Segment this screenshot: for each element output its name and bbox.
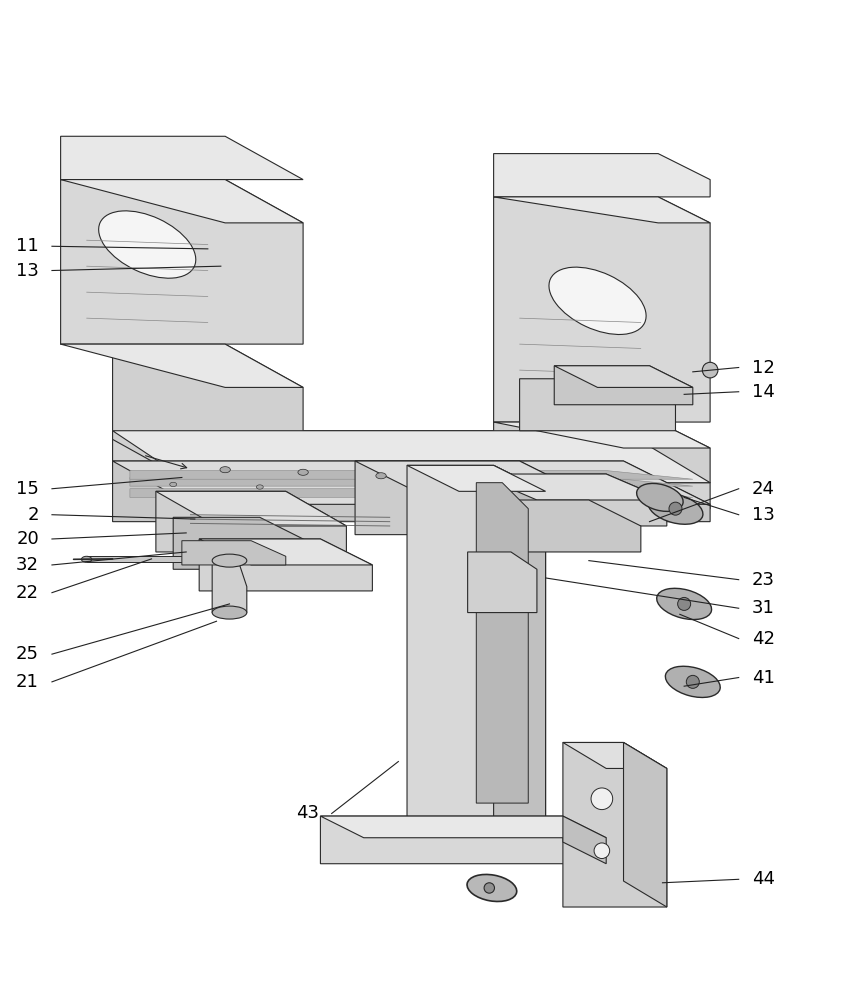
Polygon shape — [113, 431, 710, 483]
Polygon shape — [320, 816, 606, 864]
Polygon shape — [563, 816, 606, 864]
Ellipse shape — [445, 476, 456, 482]
Ellipse shape — [484, 883, 494, 893]
Polygon shape — [173, 517, 312, 569]
Ellipse shape — [99, 211, 196, 278]
Polygon shape — [476, 483, 528, 803]
Ellipse shape — [648, 493, 703, 524]
Ellipse shape — [594, 843, 610, 859]
Text: 11: 11 — [16, 237, 39, 255]
Polygon shape — [494, 500, 641, 552]
Text: 15: 15 — [16, 480, 39, 498]
Ellipse shape — [212, 554, 247, 567]
Ellipse shape — [170, 482, 177, 487]
Polygon shape — [61, 344, 303, 483]
Polygon shape — [494, 422, 710, 483]
Ellipse shape — [212, 606, 247, 619]
Polygon shape — [563, 742, 667, 768]
Text: 21: 21 — [16, 673, 39, 691]
Polygon shape — [554, 366, 693, 387]
Text: 43: 43 — [295, 804, 319, 822]
Polygon shape — [113, 431, 710, 509]
Polygon shape — [113, 461, 710, 522]
Polygon shape — [61, 180, 303, 344]
Polygon shape — [520, 379, 675, 431]
Polygon shape — [494, 465, 546, 846]
Text: 13: 13 — [752, 506, 774, 524]
Polygon shape — [494, 154, 710, 197]
Polygon shape — [563, 742, 667, 907]
Polygon shape — [199, 539, 372, 565]
Text: 24: 24 — [752, 480, 775, 498]
Ellipse shape — [467, 874, 517, 901]
Ellipse shape — [677, 597, 691, 610]
Ellipse shape — [220, 467, 230, 473]
Ellipse shape — [669, 502, 682, 515]
Text: 25: 25 — [16, 645, 39, 663]
Ellipse shape — [687, 675, 700, 688]
Polygon shape — [407, 465, 546, 491]
Text: 23: 23 — [752, 571, 775, 589]
Text: 20: 20 — [16, 530, 39, 548]
Ellipse shape — [637, 483, 683, 511]
Ellipse shape — [591, 788, 613, 810]
Text: 13: 13 — [16, 262, 39, 280]
Text: 31: 31 — [752, 599, 774, 617]
Polygon shape — [61, 344, 303, 387]
Polygon shape — [113, 461, 710, 504]
Text: 2: 2 — [28, 506, 39, 524]
Polygon shape — [61, 180, 303, 223]
Text: 32: 32 — [16, 556, 39, 574]
Polygon shape — [61, 136, 303, 180]
Polygon shape — [476, 474, 667, 526]
Polygon shape — [182, 541, 286, 565]
Ellipse shape — [702, 362, 718, 378]
Polygon shape — [199, 539, 372, 591]
Ellipse shape — [256, 485, 263, 489]
Text: 41: 41 — [752, 669, 774, 687]
Text: 42: 42 — [752, 630, 775, 648]
Polygon shape — [476, 474, 667, 500]
Polygon shape — [494, 197, 710, 422]
Polygon shape — [212, 561, 247, 613]
Text: 14: 14 — [752, 383, 774, 401]
Ellipse shape — [81, 556, 92, 562]
Polygon shape — [624, 742, 667, 907]
Ellipse shape — [549, 267, 646, 334]
Text: 12: 12 — [752, 359, 774, 377]
Polygon shape — [320, 816, 606, 838]
Polygon shape — [156, 491, 346, 526]
Polygon shape — [407, 465, 546, 846]
Polygon shape — [554, 366, 693, 405]
Polygon shape — [494, 197, 710, 223]
Ellipse shape — [656, 588, 712, 620]
Text: 22: 22 — [16, 584, 39, 602]
Ellipse shape — [376, 473, 386, 479]
Ellipse shape — [665, 666, 721, 697]
Polygon shape — [355, 461, 580, 491]
Polygon shape — [130, 489, 693, 497]
Text: 44: 44 — [752, 870, 775, 888]
Ellipse shape — [430, 491, 436, 495]
Polygon shape — [87, 556, 191, 562]
Polygon shape — [130, 477, 693, 486]
Ellipse shape — [298, 469, 308, 475]
Polygon shape — [355, 461, 580, 535]
Polygon shape — [156, 491, 346, 552]
Polygon shape — [468, 552, 537, 613]
Polygon shape — [494, 422, 710, 448]
Polygon shape — [130, 471, 693, 479]
